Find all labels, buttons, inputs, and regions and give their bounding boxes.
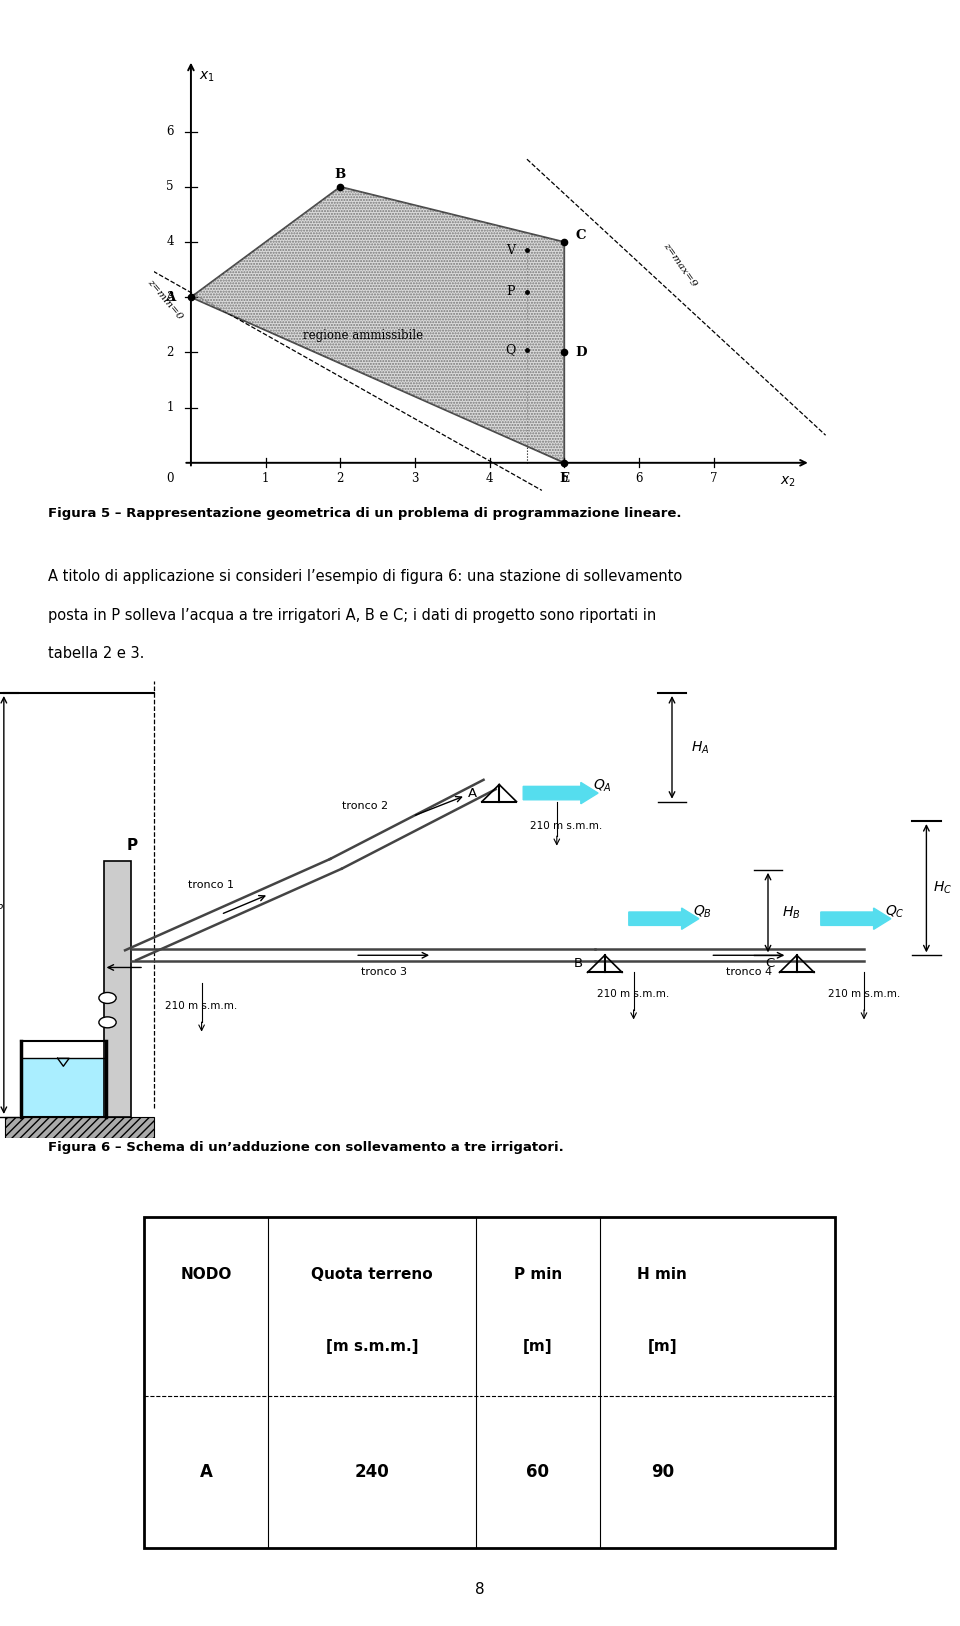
- Text: $x_2$: $x_2$: [780, 475, 796, 489]
- Text: $Q_A$: $Q_A$: [593, 777, 612, 793]
- Text: z=min=0: z=min=0: [146, 278, 184, 322]
- Text: P: P: [127, 837, 138, 854]
- Text: P: P: [506, 285, 515, 298]
- Text: [m]: [m]: [648, 1338, 677, 1354]
- Text: C: C: [765, 958, 775, 971]
- Text: tronco 2: tronco 2: [342, 802, 388, 811]
- Circle shape: [99, 992, 116, 1003]
- Text: [m]: [m]: [523, 1338, 553, 1354]
- Text: B: B: [335, 167, 346, 180]
- Text: 0: 0: [166, 472, 174, 485]
- Text: 240: 240: [355, 1462, 390, 1481]
- Text: 5: 5: [561, 472, 568, 485]
- Text: 5: 5: [166, 180, 174, 193]
- Text: 7: 7: [709, 472, 717, 485]
- Text: z=max=9: z=max=9: [661, 241, 699, 288]
- Text: A: A: [165, 291, 175, 304]
- Text: 2: 2: [166, 346, 174, 359]
- FancyArrow shape: [629, 907, 699, 930]
- Text: A: A: [468, 787, 477, 800]
- Text: C: C: [575, 229, 586, 242]
- Text: 6: 6: [166, 125, 174, 138]
- Text: [m s.m.m.]: [m s.m.m.]: [325, 1338, 419, 1354]
- Text: $H_B$: $H_B$: [782, 904, 801, 920]
- Text: tronco 4: tronco 4: [726, 967, 772, 977]
- Bar: [144, 1216, 835, 1548]
- Text: Quota terreno: Quota terreno: [311, 1267, 433, 1283]
- Text: tronco 1: tronco 1: [188, 880, 234, 889]
- Text: NODO: NODO: [180, 1267, 232, 1283]
- Text: A: A: [200, 1462, 213, 1481]
- Text: Q: Q: [505, 343, 516, 356]
- Bar: [104, 860, 131, 1117]
- Text: $Q_B$: $Q_B$: [693, 902, 712, 920]
- Text: Figura 5 – Rappresentazione geometrica di un problema di programmazione lineare.: Figura 5 – Rappresentazione geometrica d…: [48, 507, 682, 520]
- Text: B: B: [573, 958, 583, 971]
- Text: 4: 4: [486, 472, 493, 485]
- Text: 1: 1: [262, 472, 270, 485]
- Text: Figura 6 – Schema di un’adduzione con sollevamento a tre irrigatori.: Figura 6 – Schema di un’adduzione con so…: [48, 1141, 564, 1154]
- Text: 210 m s.m.m.: 210 m s.m.m.: [165, 1002, 238, 1011]
- Text: H min: H min: [637, 1267, 687, 1283]
- Text: $H_C$: $H_C$: [933, 880, 952, 896]
- Text: 90: 90: [651, 1462, 674, 1481]
- FancyArrow shape: [523, 782, 598, 803]
- Text: P min: P min: [514, 1267, 563, 1283]
- Text: $x_1$: $x_1$: [200, 70, 215, 83]
- Text: 210 m s.m.m.: 210 m s.m.m.: [828, 989, 900, 998]
- Text: tabella 2 e 3.: tabella 2 e 3.: [48, 646, 144, 660]
- Text: 6: 6: [636, 472, 642, 485]
- Polygon shape: [191, 187, 564, 463]
- Text: E: E: [560, 472, 569, 485]
- Text: $H_A$: $H_A$: [691, 740, 709, 756]
- Text: 210 m s.m.m.: 210 m s.m.m.: [530, 821, 603, 831]
- Text: 210 m s.m.m.: 210 m s.m.m.: [597, 989, 670, 998]
- Text: 1: 1: [166, 402, 174, 415]
- Text: posta in P solleva l’acqua a tre irrigatori A, B e C; i dati di progetto sono ri: posta in P solleva l’acqua a tre irrigat…: [48, 608, 657, 623]
- Text: 60: 60: [526, 1462, 549, 1481]
- FancyArrow shape: [821, 907, 891, 930]
- Text: 4: 4: [166, 236, 174, 249]
- Text: D: D: [575, 346, 587, 359]
- Text: V: V: [506, 244, 515, 257]
- Text: 3: 3: [411, 472, 419, 485]
- Text: regione ammissibile: regione ammissibile: [303, 330, 423, 343]
- Bar: [22, 1059, 105, 1115]
- Text: 2: 2: [337, 472, 344, 485]
- Text: $Q_C$: $Q_C$: [885, 902, 905, 920]
- Circle shape: [99, 1016, 116, 1028]
- Text: $H_P$: $H_P$: [0, 898, 5, 915]
- Bar: [5, 1117, 154, 1138]
- Text: 3: 3: [166, 291, 174, 304]
- Text: A titolo di applicazione si consideri l’esempio di figura 6: una stazione di sol: A titolo di applicazione si consideri l’…: [48, 569, 683, 584]
- Text: 8: 8: [475, 1582, 485, 1597]
- Text: tronco 3: tronco 3: [361, 967, 407, 977]
